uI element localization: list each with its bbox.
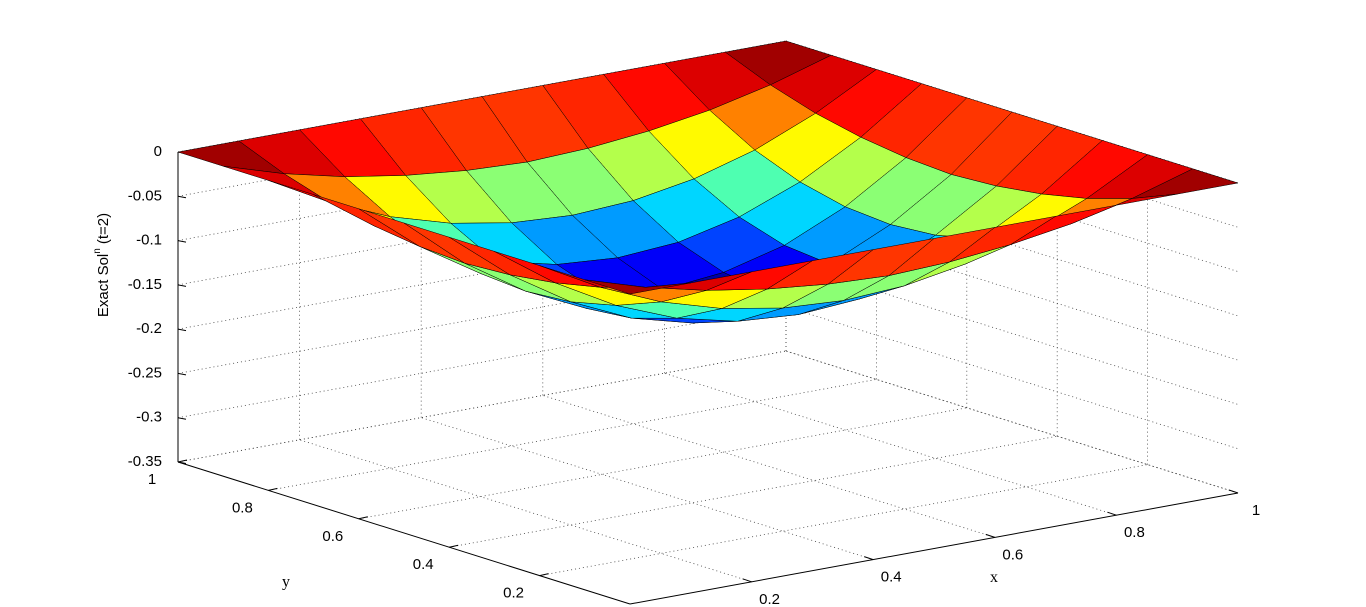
grid-line [177,350,787,463]
x-tick-label: 0.8 [1124,524,1145,541]
y-axis-label: y [282,574,290,591]
x-tick [864,556,874,561]
z-tick-label: 0 [154,143,162,160]
x-tick-label: 0.6 [1002,546,1023,563]
x-tick [1228,489,1239,494]
z-tick [177,195,187,199]
x-tick [1107,511,1117,516]
y-tick [539,573,549,577]
grid-line [664,372,1117,516]
x-tick-label: 0.2 [759,591,780,607]
grid-line [785,350,1239,494]
z-tick-label: -0.15 [128,276,162,293]
x-axis [629,492,1239,605]
y-tick [358,516,368,520]
y-tick-label: 0.2 [503,585,524,602]
grid-line [449,435,1058,548]
grid-line [358,407,967,520]
x-tick [742,578,752,583]
grid-line [785,217,1239,361]
z-label-superscript: n [92,248,103,254]
z-tick-label: -0.2 [136,320,162,337]
z-tick [177,284,187,287]
z-label-suffix: (t=2) [95,213,112,244]
z-tick [177,240,187,243]
z-tick [177,417,187,420]
y-tick-label: 0.8 [232,499,253,516]
grid-line [177,306,787,419]
y-tick-label: 1 [148,471,156,488]
grid-line [299,439,752,583]
y-tick [449,544,459,548]
x-tick-label: 0.4 [881,569,902,586]
x-tick [985,533,995,538]
y-tick [177,459,188,463]
grid-line [539,464,1148,576]
z-label-text: Exact Sol [95,254,112,317]
z-tick-label: -0.05 [128,187,162,204]
z-tick-label: -0.3 [136,409,162,426]
z-tick-label: -0.1 [136,232,162,249]
z-tick [177,461,187,464]
grid-line [785,173,1239,317]
z-tick-label: -0.25 [128,364,162,381]
x-tick-label: 1 [1252,502,1260,519]
z-tick [177,328,187,332]
y-tick-label: 0.4 [413,556,434,573]
z-axis-label: Exact Soln (t=2) [92,213,112,317]
grid-line [785,306,1239,450]
y-tick-label: 0.6 [322,528,343,545]
z-tick-label: -0.35 [128,453,162,470]
x-axis-label: x [990,569,998,586]
grid-line [268,379,877,491]
surface-patch [584,279,691,295]
grid-line [421,417,874,560]
grid-line [542,395,995,538]
grid-line [785,262,1239,405]
y-axis [177,461,631,605]
y-tick [268,487,278,491]
z-tick [177,372,187,376]
